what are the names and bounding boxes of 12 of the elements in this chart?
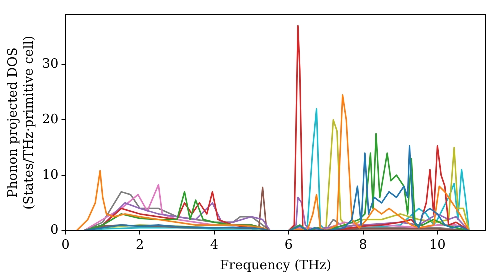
y-tick-label: 30: [42, 57, 59, 72]
x-tick-label: 0: [62, 238, 70, 253]
x-tick-label: 8: [359, 238, 368, 253]
y-tick-label: 10: [42, 168, 59, 183]
y-axis-title: Phonon projected DOS (States/THz·primitive cell): [6, 36, 37, 210]
x-axis-title: Frequency (THz): [220, 258, 332, 274]
x-tick-label: 4: [210, 238, 219, 253]
x-tick-label: 10: [429, 238, 446, 253]
x-tick-label: 6: [284, 238, 294, 253]
y-tick-label: 0: [50, 223, 59, 238]
x-tick-label: 2: [136, 238, 144, 253]
y-tick-label: 20: [42, 112, 59, 128]
